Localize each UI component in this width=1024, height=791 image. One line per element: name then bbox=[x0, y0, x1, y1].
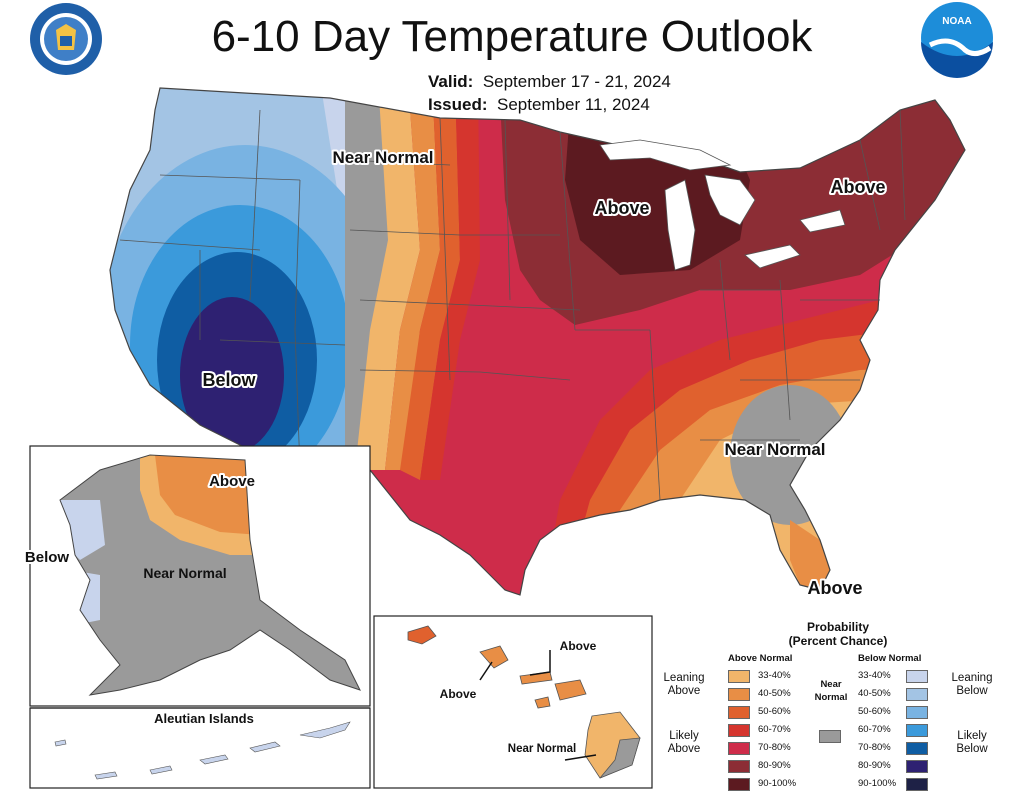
label-below: Below bbox=[202, 370, 256, 390]
legend-below-header: Below Normal bbox=[858, 653, 922, 664]
probability-legend: Probability (Percent Chance) Above Norma… bbox=[656, 620, 1022, 791]
legend-title-line2: (Percent Chance) bbox=[788, 634, 888, 648]
label-alaska-above: Above bbox=[209, 473, 255, 490]
label-above-northeast: Above bbox=[830, 177, 885, 197]
label-above-florida: Above bbox=[807, 578, 862, 598]
hawaii-islands bbox=[407, 625, 641, 779]
valid-line: Valid: September 17 - 21, 2024 bbox=[428, 70, 671, 93]
conus-borders bbox=[109, 87, 966, 596]
legend-near-normal-label: Near Normal bbox=[814, 679, 848, 703]
legend-below-swatch bbox=[906, 760, 928, 773]
legend-above-range-label: 60-70% bbox=[758, 724, 791, 735]
legend-above-range-label: 80-90% bbox=[758, 760, 791, 771]
noaa-logo: NOAA bbox=[921, 2, 993, 78]
legend-above-swatch bbox=[728, 760, 750, 773]
legend-title-line1: Probability bbox=[806, 620, 869, 634]
legend-above-range-label: 40-50% bbox=[758, 688, 791, 699]
legend-below-range-label: 40-50% bbox=[858, 688, 891, 699]
legend-below-range-label: 90-100% bbox=[858, 778, 897, 789]
legend-below-range-label: 70-80% bbox=[858, 742, 891, 753]
legend-leaning-above: Leaning Above bbox=[663, 672, 705, 697]
aleutian-inset-frame bbox=[29, 707, 371, 789]
label-above-midwest: Above bbox=[594, 198, 649, 218]
issued-line: Issued: September 11, 2024 bbox=[428, 93, 671, 116]
legend-near-normal-swatch bbox=[819, 730, 841, 743]
issued-value: September 11, 2024 bbox=[496, 95, 650, 114]
legend-below-swatch bbox=[906, 688, 928, 701]
legend-above-range-label: 50-60% bbox=[758, 706, 791, 717]
legend-below-range-label: 80-90% bbox=[858, 760, 891, 771]
label-hawaii-near-normal: Near Normal bbox=[508, 743, 576, 755]
legend-below-swatch bbox=[906, 778, 928, 791]
legend-below-swatch bbox=[906, 724, 928, 737]
legend-likely-above: Likely Above bbox=[667, 730, 701, 755]
label-aleutian-islands: Aleutian Islands bbox=[154, 711, 254, 726]
label-alaska-near-normal: Near Normal bbox=[143, 565, 226, 581]
noaa-logo-text: NOAA bbox=[942, 16, 971, 27]
alaska-outline bbox=[59, 454, 361, 696]
valid-value: September 17 - 21, 2024 bbox=[482, 72, 671, 91]
legend-above-swatch bbox=[728, 742, 750, 755]
legend-title: Probability (Percent Chance) bbox=[748, 620, 928, 648]
page-title: 6-10 Day Temperature Outlook bbox=[211, 12, 813, 61]
legend-above-range-label: 90-100% bbox=[758, 778, 797, 789]
doc-seal-logo bbox=[30, 3, 102, 75]
legend-above-swatch bbox=[728, 688, 750, 701]
valid-label: Valid: bbox=[428, 72, 474, 91]
legend-above-swatch bbox=[728, 670, 750, 683]
label-near-normal-se: Near Normal bbox=[724, 440, 825, 459]
great-lakes bbox=[599, 139, 846, 271]
legend-above-header: Above Normal bbox=[728, 653, 793, 664]
legend-above-swatch bbox=[728, 724, 750, 737]
valid-issued-block: Valid: September 17 - 21, 2024 Issued: S… bbox=[428, 70, 671, 116]
label-hawaii-above-2: Above bbox=[440, 687, 477, 701]
legend-below-range-label: 50-60% bbox=[858, 706, 891, 717]
label-hawaii-above-1: Above bbox=[560, 639, 597, 653]
legend-below-swatch bbox=[906, 670, 928, 683]
legend-below-range-label: 60-70% bbox=[858, 724, 891, 735]
label-near-normal-nw: Near Normal bbox=[332, 148, 433, 167]
legend-leaning-below: Leaning Below bbox=[951, 672, 993, 697]
hawaii-label-leaders bbox=[479, 650, 597, 761]
issued-label: Issued: bbox=[428, 95, 488, 114]
legend-above-swatch bbox=[728, 778, 750, 791]
legend-above-range-label: 33-40% bbox=[758, 670, 791, 681]
aleutian-islands bbox=[54, 721, 351, 780]
legend-below-swatch bbox=[906, 706, 928, 719]
legend-above-swatch bbox=[728, 706, 750, 719]
legend-likely-below: Likely Below bbox=[956, 730, 988, 755]
legend-above-range-label: 70-80% bbox=[758, 742, 791, 753]
label-alaska-below: Below bbox=[25, 549, 70, 566]
legend-below-swatch bbox=[906, 742, 928, 755]
legend-below-range-label: 33-40% bbox=[858, 670, 891, 681]
